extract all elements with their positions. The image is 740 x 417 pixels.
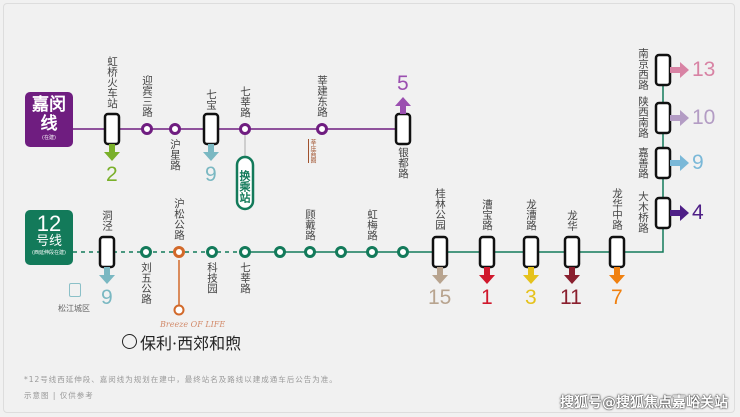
jiamin-line-status: (在建) <box>42 135 56 141</box>
line12-station-6 <box>274 246 286 258</box>
line12-station-3 <box>173 246 185 258</box>
line12-station-11 <box>431 235 449 269</box>
jiamin-station-5-label: 七莘路 <box>239 86 251 118</box>
jiamin-station-5 <box>239 123 251 135</box>
line12-station-15-number: 7 <box>611 286 623 309</box>
line12-station-16-arrow-icon <box>670 205 689 221</box>
line12-station-1-arrow-icon <box>99 267 115 284</box>
line12-station-1-number: 9 <box>101 286 113 309</box>
jiamin-station-4-label: 七宝 <box>205 89 217 110</box>
line12-station-3-label: 沪松公路 <box>173 198 185 240</box>
line12-station-11-arrow-icon <box>432 267 448 284</box>
interchange-label: 换乘站 <box>238 170 251 203</box>
line12-station-17-number: 9 <box>692 151 704 174</box>
line12-station-14-label: 龙华 <box>566 210 578 231</box>
line12-station-5 <box>239 246 251 258</box>
line12-number: 12 <box>36 211 62 236</box>
line12-station-1-label: 洞泾 <box>101 210 113 231</box>
footnote: *12号线西延伸段、嘉闵线为规划在建中，最终站名及路线以建成通车后公告为准。 <box>24 375 338 384</box>
line12-station-12-arrow-icon <box>479 267 495 284</box>
line12-station-7-label: 顾戴路 <box>304 209 316 241</box>
line12-station-19 <box>654 53 672 87</box>
line12-station-9-label: 虹梅路 <box>366 209 378 241</box>
project-marker <box>173 304 185 316</box>
line12-station-14-arrow-icon <box>564 267 580 284</box>
line12-station-4 <box>206 246 218 258</box>
jiamin-station-6-note: 莘庄商圈 <box>309 139 316 163</box>
line12-status: (西延伸段在建) <box>32 250 66 256</box>
jiamin-line-name: 嘉闵线 <box>32 95 66 134</box>
district-icon <box>69 283 81 297</box>
jiamin-station-7-arrow-icon <box>395 97 411 114</box>
line12-station-15-label: 龙华中路 <box>611 188 623 230</box>
line12-station-12-number: 1 <box>481 286 493 309</box>
line12-station-16-number: 4 <box>692 201 704 224</box>
jiamin-line-badge: 嘉闵线 (在建) <box>25 92 73 147</box>
line12-station-16 <box>654 196 672 230</box>
jiamin-station-6-label: 莘建东路 <box>316 75 328 117</box>
jiamin-station-1-label: 虹桥火车站 <box>106 56 118 109</box>
line12-station-17-label: 嘉善路 <box>637 146 649 179</box>
jiamin-station-1-arrow-icon <box>104 144 120 161</box>
jiamin-station-7 <box>394 112 412 146</box>
line12-station-11-label: 桂林公园 <box>434 188 446 230</box>
line12-name: 号线 <box>35 234 62 249</box>
line12-station-18-number: 10 <box>692 106 716 129</box>
line12-station-18 <box>654 101 672 135</box>
line12-station-12 <box>478 235 496 269</box>
line12-station-9 <box>366 246 378 258</box>
line12-station-10 <box>397 246 409 258</box>
line12-station-13 <box>522 235 540 269</box>
line12-station-12-label: 漕宝路 <box>481 199 493 231</box>
jiamin-station-4-arrow-icon <box>203 144 219 161</box>
line12-station-15-arrow-icon <box>609 267 625 284</box>
jiamin-station-3 <box>169 123 181 135</box>
line12-station-8 <box>335 246 347 258</box>
jiamin-station-1-number: 2 <box>106 163 118 186</box>
jiamin-station-2-label: 迎宾三路 <box>141 75 153 117</box>
line12-station-13-number: 3 <box>525 286 537 309</box>
project-logo-script: Breeze OF LIFE <box>160 320 226 329</box>
line12-station-11-number: 15 <box>428 286 452 309</box>
line12-station-18-label: 陕西南路 <box>637 96 649 138</box>
line12-station-19-number: 13 <box>692 58 716 81</box>
line12-badge: 12 号线 (西延伸段在建) <box>25 210 73 265</box>
disclaimer: 示意图 | 仅供参考 <box>24 391 94 400</box>
line12-station-5-label: 七莘路 <box>239 262 251 294</box>
line12-station-13-label: 龙漕路 <box>525 199 537 231</box>
line12-station-17 <box>654 146 672 180</box>
line12-station-13-arrow-icon <box>523 267 539 284</box>
project-logo-icon <box>122 334 137 349</box>
line12-station-14-number: 11 <box>560 286 582 309</box>
jiamin-station-7-number: 5 <box>397 72 409 95</box>
line12-station-7 <box>304 246 316 258</box>
map-frame <box>3 3 735 413</box>
line12-station-2-label: 刘五公路 <box>140 262 152 304</box>
jiamin-station-7-label: 银都路 <box>397 147 409 179</box>
line12-station-14 <box>563 235 581 269</box>
watermark: 搜狐号@搜狐焦点嘉峪关站 <box>560 395 728 411</box>
line12-station-15 <box>608 235 626 269</box>
line12-station-16-label: 大木桥路 <box>637 191 649 233</box>
line12-station-19-arrow-icon <box>670 62 689 78</box>
jiamin-station-6 <box>316 123 328 135</box>
line12-station-19-label: 南京西路 <box>637 48 649 90</box>
district-label: 松江城区 <box>58 304 90 313</box>
line12-station-1 <box>98 235 116 269</box>
project-name: 保利·西郊和煦 <box>140 334 242 353</box>
line12-station-18-arrow-icon <box>670 110 689 126</box>
jiamin-station-3-label: 沪星路 <box>169 139 181 171</box>
jiamin-station-4-number: 9 <box>205 163 217 186</box>
interchange-capsule <box>235 155 255 211</box>
line12-station-2 <box>140 246 152 258</box>
jiamin-station-2 <box>141 123 153 135</box>
line12-station-4-label: 科技园 <box>206 262 218 294</box>
line12-station-17-arrow-icon <box>670 155 689 171</box>
jiamin-station-1 <box>103 112 121 146</box>
jiamin-station-4 <box>202 112 220 146</box>
